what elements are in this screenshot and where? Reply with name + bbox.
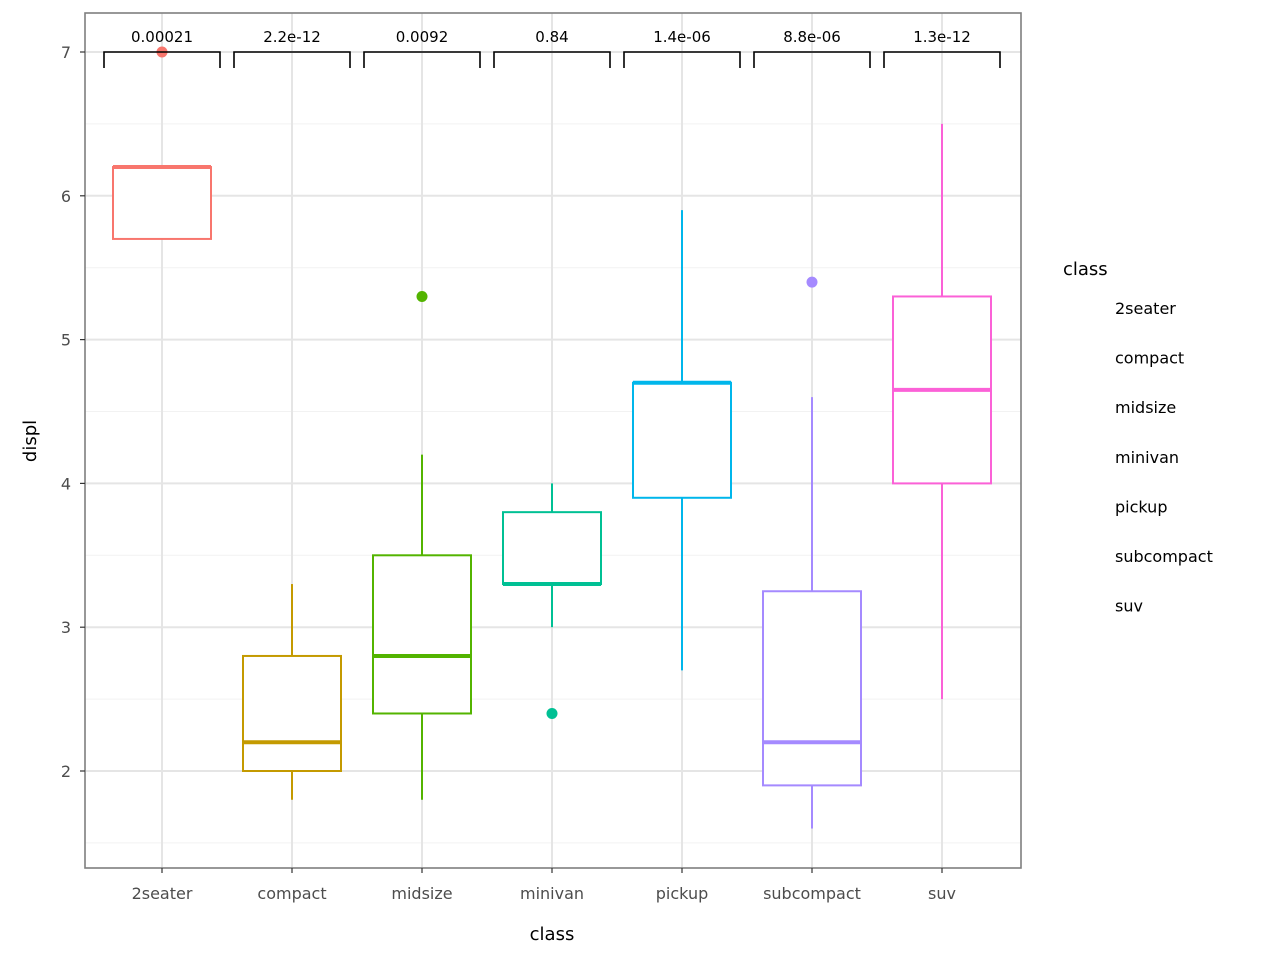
significance-bracket <box>623 51 741 68</box>
p-value-label: 1.4e-06 <box>653 28 711 46</box>
legend-entry-suv: suv <box>1115 597 1143 616</box>
box-subcompact <box>762 590 862 787</box>
significance-bracket <box>753 51 871 68</box>
y-axis-title: displ <box>20 420 41 462</box>
p-value-label: 1.3e-12 <box>913 28 971 46</box>
x-tick-label: subcompact <box>763 884 861 903</box>
significance-bracket <box>233 51 351 68</box>
legend-entry-subcompact: subcompact <box>1115 547 1213 566</box>
legend-entry-compact: compact <box>1115 349 1184 368</box>
marks: 0.00021 2.2e-12 0.0092 0.84 1.4e-06 8.8e-06 1.… <box>103 28 1001 829</box>
legend-entry-pickup: pickup <box>1115 497 1167 516</box>
box-compact <box>242 654 342 773</box>
x-tick-label: compact <box>257 884 326 903</box>
x-tick-label: pickup <box>656 884 708 903</box>
significance-bracket <box>493 51 611 68</box>
legend-entry-minivan: minivan <box>1115 448 1179 467</box>
p-value-label: 8.8e-06 <box>783 28 841 46</box>
outlier-point <box>546 707 558 719</box>
legend-entry-midsize: midsize <box>1115 398 1176 417</box>
box-minivan <box>502 511 602 586</box>
x-axis-title: class <box>530 924 575 945</box>
axes: 2 3 4 5 6 7 2seater compact midsize minivan pickup… <box>61 43 956 903</box>
legend: class 2seater compact midsize minivan pickup… <box>1063 259 1213 616</box>
outlier-point <box>416 290 428 302</box>
p-value-label: 0.84 <box>535 28 568 46</box>
y-tick-label: 2 <box>61 762 71 781</box>
significance-bracket <box>103 51 221 68</box>
x-tick-label: midsize <box>391 884 452 903</box>
y-tick-label: 4 <box>61 474 71 493</box>
significance-bracket <box>883 51 1001 68</box>
legend-entry-2seater: 2seater <box>1115 299 1176 318</box>
x-tick-label: minivan <box>520 884 584 903</box>
y-tick-label: 3 <box>61 618 71 637</box>
x-tick-label: 2seater <box>132 884 193 903</box>
y-tick-label: 7 <box>61 43 71 62</box>
significance-bracket <box>363 51 481 68</box>
box-pickup <box>632 381 732 499</box>
grid <box>85 13 1021 868</box>
y-tick-label: 5 <box>61 331 71 350</box>
panel-border <box>84 12 1022 869</box>
box-midsize <box>372 554 472 715</box>
p-value-label: 0.00021 <box>131 28 193 46</box>
y-tick-label: 6 <box>61 187 71 206</box>
x-tick-label: suv <box>928 884 956 903</box>
legend-title: class <box>1063 259 1108 280</box>
p-value-label: 2.2e-12 <box>263 28 321 46</box>
p-value-label: 0.0092 <box>396 28 449 46</box>
outlier-point <box>806 276 818 288</box>
box-2seater <box>112 166 212 240</box>
